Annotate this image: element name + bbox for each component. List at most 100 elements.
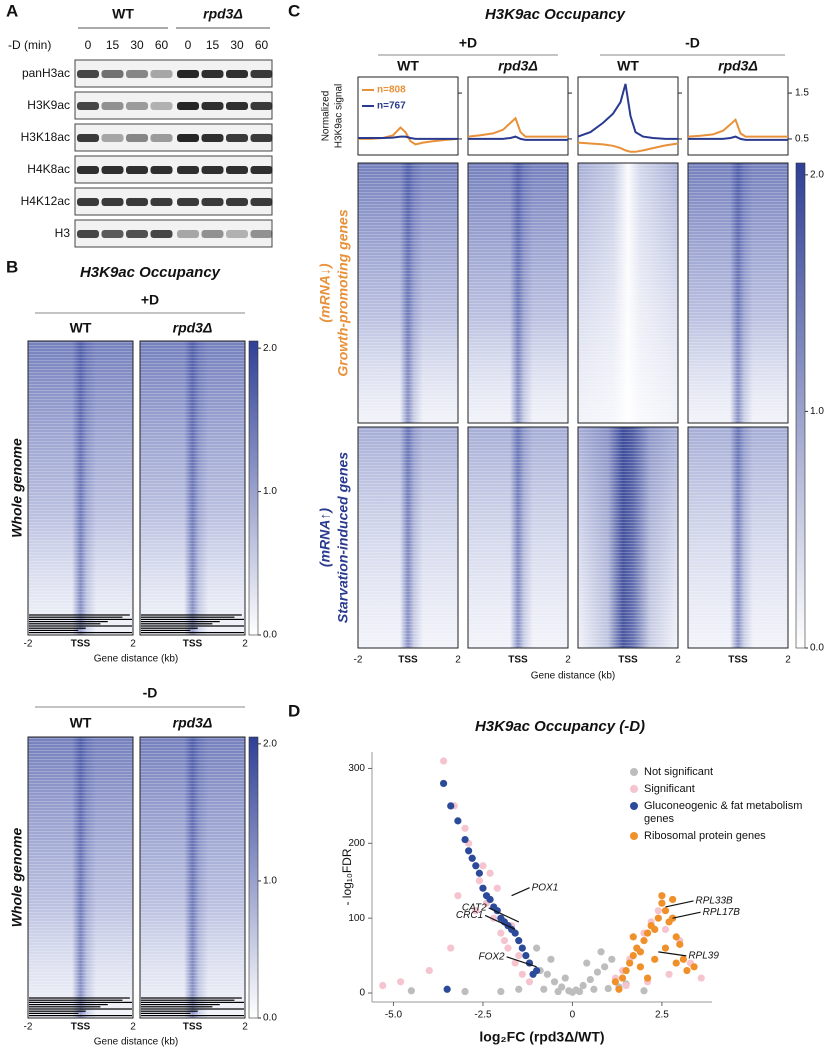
blot-band (150, 166, 173, 174)
blot-band (101, 70, 124, 78)
scatter-point (604, 984, 612, 993)
legend-entry: Significant (630, 783, 820, 796)
scatter-point (579, 981, 587, 990)
condition-label: -D (143, 685, 158, 701)
blot-band (226, 134, 248, 142)
timepoint-label: 15 (206, 38, 220, 52)
profile-frame (577, 76, 679, 156)
scatter-point (447, 944, 455, 952)
heatmap-frame (27, 736, 134, 1019)
profile-line (358, 135, 458, 140)
blot-band (226, 198, 248, 206)
heatmap-frame (577, 426, 679, 649)
annotation-leader (658, 951, 687, 957)
heatmap-missing-row (29, 999, 123, 1001)
x-label: 2 (675, 655, 681, 666)
panel-letter: B (6, 257, 18, 276)
heatmap-missing-row (29, 621, 108, 623)
profile-frame (357, 76, 459, 156)
blot-band (201, 166, 224, 174)
column-label: WT (617, 58, 639, 74)
timepoint-label: 0 (85, 38, 92, 52)
blot-band (250, 102, 273, 110)
heatmap-missing-row (29, 1010, 86, 1012)
timepoint-label: 15 (106, 38, 120, 52)
scatter-point (454, 892, 462, 900)
scatter-point (561, 974, 569, 982)
heatmap-missing-row (29, 618, 132, 620)
y-axis-title: Normalized (321, 91, 332, 142)
heatmap-missing-row (29, 627, 86, 629)
group-label: Starvation-induced genes (335, 452, 351, 623)
heatmap-missing-row (141, 614, 242, 616)
column-label: rpd3Δ (173, 320, 213, 336)
scatter-point (518, 970, 526, 978)
scatter-point (486, 895, 494, 904)
heatmap-frame (467, 162, 569, 424)
scatter-point (447, 802, 455, 810)
colorbar-tick-label: 0.0 (810, 643, 824, 654)
heatmap-missing-row (141, 625, 244, 627)
heatmap-missing-row (29, 623, 101, 625)
x-label: 2 (130, 1022, 136, 1033)
scatter-point (493, 884, 501, 892)
scatter-point (661, 925, 670, 933)
scatter-point (575, 987, 584, 996)
heatmap-missing-row (141, 629, 191, 631)
scatter-point (586, 975, 594, 984)
scatter-point (397, 978, 405, 986)
scatter-point (511, 929, 519, 937)
x-axis-title: Gene distance (kb) (531, 671, 616, 682)
colorbar (248, 736, 259, 1019)
blot-band (126, 198, 148, 206)
timepoint-label: 60 (155, 38, 169, 52)
profile-line (688, 135, 788, 141)
legend-label: Not significant (644, 766, 714, 778)
colorbar-tick-label: 2.0 (810, 169, 824, 180)
scatter-point (472, 907, 480, 915)
legend-entry: Not significant (630, 766, 820, 779)
group-tag: (mRNA↑) (317, 508, 333, 567)
scatter-point (540, 985, 548, 993)
heatmap-missing-row (29, 1012, 79, 1014)
scatter-point (615, 985, 623, 993)
scatter-point (522, 951, 530, 960)
annotation: RPL33B (695, 896, 733, 907)
scatter-point (629, 933, 637, 941)
legend-label: Significant (644, 783, 695, 795)
colorbar-tick-label: 2.0 (263, 738, 277, 749)
blot-band (177, 102, 199, 110)
heatmap-missing-row (29, 1001, 132, 1003)
scatter-point (515, 985, 523, 993)
heatmap-missing-row (141, 1006, 213, 1008)
scatter-point (465, 847, 473, 855)
scatter-point (525, 978, 534, 986)
blot-band (101, 102, 124, 110)
scatter-point (533, 944, 541, 952)
group-tag: (mRNA↓) (317, 263, 333, 322)
blot-band (77, 102, 99, 110)
blot-band (150, 230, 173, 238)
x-label: TSS (71, 639, 91, 650)
scatter-point (468, 854, 476, 862)
scatter-point (379, 981, 387, 990)
x-label: 2 (242, 1022, 248, 1033)
heatmap-missing-row (141, 1015, 244, 1017)
colorbar-tick-label: 1.0 (263, 876, 277, 887)
heatmap-missing-row (29, 629, 79, 631)
annotation-leader (672, 911, 701, 919)
blot-row-label: panH3ac (22, 66, 70, 80)
scatter-point (454, 817, 462, 825)
scatter-point (597, 948, 605, 956)
x-label: TSS (183, 1022, 203, 1033)
blot-row-label: H3 (55, 226, 71, 240)
blot-band (177, 230, 199, 238)
scatter-point (679, 955, 687, 963)
scatter-point (425, 966, 433, 975)
scatter-point (654, 907, 662, 915)
scatter-point (661, 944, 670, 952)
legend-marker (630, 785, 638, 793)
heatmap-missing-row (29, 1006, 101, 1008)
scatter-point (622, 981, 630, 990)
